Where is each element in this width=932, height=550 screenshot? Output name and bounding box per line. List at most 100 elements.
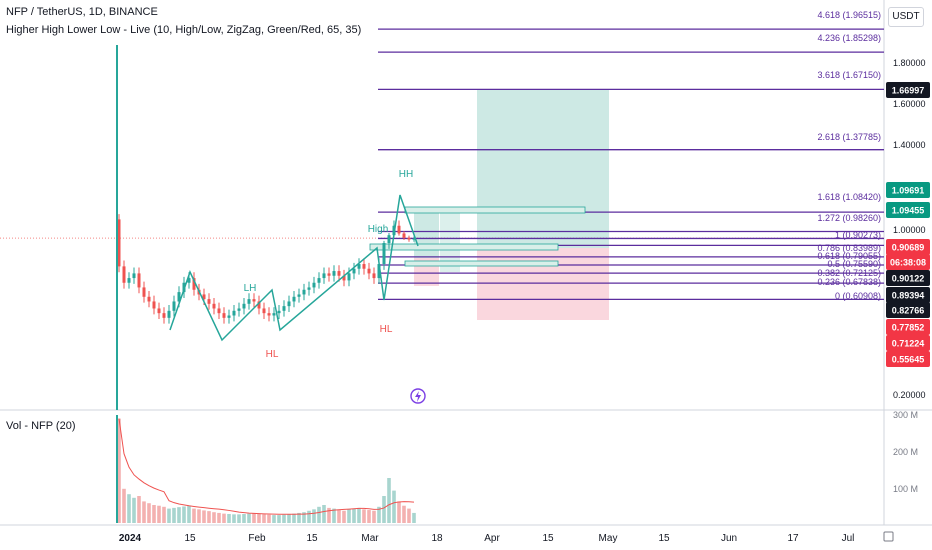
price-badge-label: 1.09455 [892,206,925,216]
price-badge [886,202,930,218]
volume-bar [357,507,361,523]
candle-body [327,273,331,276]
fib-level-label: 0.5 (0.75590) [827,259,881,269]
volume-legend[interactable]: Vol - NFP (20) [6,420,76,432]
candle-body [222,313,226,318]
price-badge [886,319,930,335]
volume-bar [177,507,181,523]
candle-body [262,308,266,314]
volume-bar [242,514,246,523]
indicator-legend[interactable]: Higher High Lower Low - Live (10, High/L… [6,24,362,36]
candle-body [362,264,366,269]
candle-body [322,273,326,279]
zigzag-line [169,194,419,342]
volume-bar [252,513,256,523]
candle-body [317,278,321,283]
candle-body [332,271,336,276]
order-block-box [404,206,586,214]
price-badge-label: 0.82766 [892,306,925,316]
volume-bar [152,505,156,523]
candle-body [337,271,341,276]
candle-body [212,303,216,309]
candle-body [267,313,271,316]
price-tick-label: 1.80000 [893,58,926,68]
volume-bar [212,512,216,523]
candle-body [302,289,306,295]
candle-body [257,301,261,309]
symbol-title[interactable]: NFP / TetherUS, 1D, BINANCE [6,6,158,18]
volume-tick-label: 300 M [893,410,918,420]
candle-body [312,282,316,288]
fib-level-label: 4.618 (1.96515) [817,10,881,20]
candle-body [387,235,391,243]
swing-label: HL [266,349,279,360]
volume-bar [342,510,346,523]
fib-level-label: 0 (0.60908) [835,291,881,301]
volume-bar [297,512,301,523]
volume-bar [332,508,336,523]
fib-level-label: 0.382 (0.72125) [817,268,881,278]
candle-body [187,278,191,283]
candle-body [117,219,121,267]
candle-body [242,303,246,309]
price-tick-label: 1.00000 [893,225,926,235]
order-block-box [404,260,559,267]
candle-body [122,266,126,283]
swing-label: High [368,224,389,235]
fib-level-label: 4.236 (1.85298) [817,33,881,43]
candle-body [137,273,141,288]
volume-ma-line [118,418,415,515]
price-badge-label: 0.71224 [892,339,925,349]
currency-button[interactable]: USDT [888,7,924,27]
time-tick-label: 15 [184,533,196,544]
volume-bar [182,506,186,523]
volume-bar [302,512,306,523]
candle-body [412,238,416,240]
take-profit-zone-small [414,210,439,258]
volume-bar [232,514,236,523]
volume-bar [237,514,241,523]
candle-body [162,313,166,318]
swing-label: HL [380,324,393,335]
time-tick-label: Jul [842,533,855,544]
price-badge-label: 0.89394 [892,291,925,301]
candle-body [192,278,196,290]
candle-body [277,310,281,314]
candle-body [407,237,411,240]
candle-body [357,264,361,269]
volume-bar [377,506,381,523]
candle-body [237,308,241,311]
volume-tick-label: 200 M [893,447,918,457]
candle-body [372,273,376,279]
price-badge [886,254,930,270]
fib-level-label: 1 (0.90273) [835,230,881,240]
price-badge-label: 1.09691 [892,186,925,196]
fib-level-label: 0.786 (0.83989) [817,243,881,253]
time-tick-label: 15 [542,533,554,544]
candle-body [307,287,311,290]
candle-body [377,264,381,279]
candle-body [397,225,401,234]
stop-loss-zone [477,248,609,320]
volume-bar [352,508,356,523]
volume-bar [367,510,371,523]
fib-level-label: 2.618 (1.37785) [817,132,881,142]
candle-body [367,268,371,274]
candle-body [342,275,346,281]
volume-bar [312,509,316,523]
volume-bar [137,496,141,523]
volume-bar [122,488,126,523]
price-badge-label: 0.77852 [892,323,925,333]
time-tick-label: 15 [306,533,318,544]
volume-bar [217,512,221,523]
time-tick-label: Apr [484,533,500,544]
volume-bar [197,509,201,523]
volume-bar [412,512,416,523]
volume-bar [337,510,341,523]
fib-level-label: 1.272 (0.98260) [817,213,881,223]
fib-level-label: 0.236 (0.67838) [817,277,881,287]
volume-tick-label: 100 M [893,484,918,494]
volume-bar [407,508,411,523]
volume-bar [207,511,211,523]
